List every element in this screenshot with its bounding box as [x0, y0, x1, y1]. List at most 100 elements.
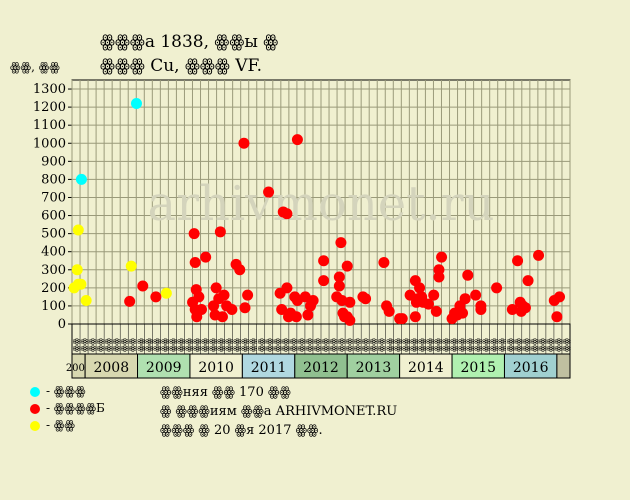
- y-tick-label: 1000: [33, 136, 66, 151]
- year-cell: [503, 353, 558, 379]
- y-tick-label: 1200: [33, 100, 66, 115]
- legend-label-0: - ꙮꙮꙮ: [46, 384, 86, 398]
- data-point: [414, 282, 426, 294]
- data-point: [428, 289, 440, 301]
- month-label: ꙮꙮ: [217, 338, 226, 352]
- data-point: [299, 291, 311, 303]
- data-point: [130, 97, 142, 109]
- month-label: ꙮꙮ: [88, 338, 97, 352]
- month-label: ꙮꙮ: [433, 338, 442, 352]
- chart-title-line2: ꙮꙮꙮ Cu, ꙮꙮꙮ VF.: [100, 56, 263, 76]
- data-point: [218, 289, 230, 301]
- month-label: ꙮꙮ: [522, 338, 531, 352]
- month-label: ꙮꙮ: [466, 338, 475, 352]
- month-label: ꙮꙮ: [112, 338, 121, 352]
- month-label: ꙮꙮ: [160, 338, 169, 352]
- data-point: [512, 255, 524, 267]
- month-label: ꙮꙮ: [265, 338, 274, 352]
- data-point: [470, 289, 482, 301]
- year-label: 2010: [198, 360, 234, 376]
- data-point: [318, 255, 330, 267]
- data-point: [72, 224, 84, 236]
- data-point: [263, 186, 275, 198]
- data-point: [491, 282, 503, 294]
- data-point: [226, 304, 238, 316]
- month-label: ꙮꙮ: [193, 338, 202, 352]
- data-point: [214, 226, 226, 238]
- data-point: [239, 302, 251, 314]
- year-label: 2008: [93, 360, 129, 376]
- data-point: [210, 282, 222, 294]
- year-label: 2011: [251, 360, 287, 376]
- year-cell: [84, 353, 139, 379]
- y-tick-label: 1300: [33, 82, 66, 97]
- month-label: ꙮꙮ: [458, 338, 467, 352]
- data-point: [238, 137, 250, 149]
- y-tick-label: 400: [41, 245, 66, 260]
- month-label: ꙮꙮ: [120, 338, 129, 352]
- month-label: ꙮꙮ: [369, 338, 378, 352]
- month-label: ꙮꙮ: [257, 338, 266, 352]
- year-label: 2009: [146, 360, 182, 376]
- data-point: [281, 208, 293, 220]
- month-label: ꙮꙮ: [225, 338, 234, 352]
- legend-item-0: - ꙮꙮꙮ: [30, 384, 86, 398]
- y-tick-label: 800: [41, 172, 66, 187]
- month-label: ꙮꙮ: [209, 338, 218, 352]
- month-label: ꙮꙮ: [176, 338, 185, 352]
- data-point: [551, 311, 563, 323]
- month-label: ꙮꙮ: [152, 338, 161, 352]
- legend-label-2: - ꙮꙮ: [46, 418, 75, 432]
- data-point: [459, 293, 471, 305]
- month-label: ꙮꙮ: [337, 338, 346, 352]
- data-point: [291, 134, 303, 146]
- data-point: [433, 271, 445, 283]
- data-point: [137, 280, 149, 292]
- year-label: 2015: [460, 360, 496, 376]
- year-cell: [189, 353, 243, 379]
- data-point: [302, 309, 314, 321]
- y-tick-label: 700: [41, 190, 66, 205]
- info-source: ꙮ ꙮꙮꙮиям ꙮꙮa ARHIVMONET.RU: [160, 404, 398, 419]
- data-point: [383, 305, 395, 317]
- legend-item-1: - ꙮꙮꙮꙮБ: [30, 401, 105, 415]
- month-label: ꙮꙮ: [345, 338, 354, 352]
- data-point: [430, 305, 442, 317]
- month-label: ꙮꙮ: [80, 338, 89, 352]
- data-point: [234, 264, 246, 276]
- month-label: ꙮꙮ: [409, 338, 418, 352]
- month-label: ꙮꙮ: [474, 338, 483, 352]
- data-point: [344, 314, 356, 326]
- month-label: ꙮꙮ: [201, 338, 210, 352]
- chart-title-line1: ꙮꙮꙮa 1838, ꙮꙮы ꙮ: [100, 32, 279, 52]
- data-point: [305, 300, 317, 312]
- data-point: [125, 260, 137, 272]
- y-tick-label: 100: [41, 299, 66, 314]
- data-point: [188, 228, 200, 240]
- month-label: ꙮꙮ: [104, 338, 113, 352]
- year-label: 2012: [303, 360, 339, 376]
- legend-label-1: - ꙮꙮꙮꙮБ: [46, 401, 105, 415]
- month-label: ꙮꙮ: [249, 338, 258, 352]
- legend-dot-icon: [30, 420, 40, 431]
- month-label: ꙮꙮ: [361, 338, 370, 352]
- y-axis-unit-label: ꙮꙮ, ꙮꙮ: [10, 60, 60, 74]
- data-point: [519, 302, 531, 314]
- data-point: [318, 275, 330, 287]
- data-point: [409, 311, 421, 323]
- y-tick-label: 300: [41, 263, 66, 278]
- month-label: ꙮꙮ: [305, 338, 314, 352]
- year-cell: [294, 353, 348, 379]
- month-label: ꙮꙮ: [498, 338, 507, 352]
- info-average-price: ꙮꙮняя ꙮꙮ 170 ꙮꙮ: [160, 385, 291, 400]
- month-label: ꙮꙮ: [450, 338, 459, 352]
- data-point: [506, 304, 518, 316]
- month-label: ꙮꙮ: [377, 338, 386, 352]
- y-tick-label: 500: [41, 227, 66, 242]
- month-label: ꙮꙮ: [562, 338, 571, 352]
- data-point: [360, 293, 372, 305]
- legend-item-2: - ꙮꙮ: [30, 418, 75, 432]
- y-tick-label: 1100: [33, 118, 66, 133]
- month-label: ꙮꙮ: [538, 338, 547, 352]
